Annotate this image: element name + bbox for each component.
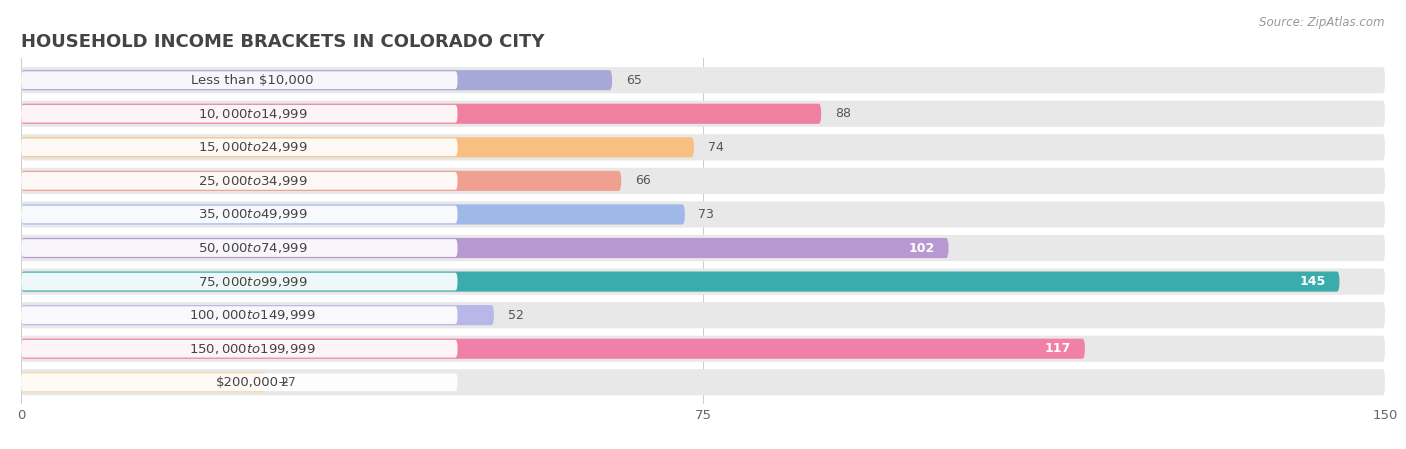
Text: $100,000 to $149,999: $100,000 to $149,999 xyxy=(190,308,316,322)
FancyBboxPatch shape xyxy=(21,70,612,90)
Text: 145: 145 xyxy=(1299,275,1326,288)
FancyBboxPatch shape xyxy=(21,269,1385,295)
FancyBboxPatch shape xyxy=(21,138,457,156)
FancyBboxPatch shape xyxy=(21,306,457,324)
FancyBboxPatch shape xyxy=(21,340,457,357)
Text: 52: 52 xyxy=(508,308,523,321)
FancyBboxPatch shape xyxy=(21,273,457,291)
FancyBboxPatch shape xyxy=(21,335,1385,362)
FancyBboxPatch shape xyxy=(21,104,821,124)
Text: HOUSEHOLD INCOME BRACKETS IN COLORADO CITY: HOUSEHOLD INCOME BRACKETS IN COLORADO CI… xyxy=(21,33,544,51)
Text: 117: 117 xyxy=(1045,342,1071,355)
FancyBboxPatch shape xyxy=(21,71,457,89)
Text: $15,000 to $24,999: $15,000 to $24,999 xyxy=(198,141,308,154)
FancyBboxPatch shape xyxy=(21,372,267,392)
FancyBboxPatch shape xyxy=(21,369,1385,396)
Text: Less than $10,000: Less than $10,000 xyxy=(191,74,314,87)
FancyBboxPatch shape xyxy=(21,172,457,190)
FancyBboxPatch shape xyxy=(21,305,494,325)
Text: 27: 27 xyxy=(280,376,297,389)
Text: $200,000+: $200,000+ xyxy=(215,376,290,389)
FancyBboxPatch shape xyxy=(21,302,1385,328)
Text: 65: 65 xyxy=(626,74,641,87)
FancyBboxPatch shape xyxy=(21,204,685,224)
FancyBboxPatch shape xyxy=(21,171,621,191)
FancyBboxPatch shape xyxy=(21,137,695,158)
Text: $10,000 to $14,999: $10,000 to $14,999 xyxy=(198,107,308,121)
FancyBboxPatch shape xyxy=(21,201,1385,228)
FancyBboxPatch shape xyxy=(21,235,1385,261)
FancyBboxPatch shape xyxy=(21,339,1085,359)
Text: $25,000 to $34,999: $25,000 to $34,999 xyxy=(198,174,308,188)
FancyBboxPatch shape xyxy=(21,134,1385,160)
Text: 66: 66 xyxy=(636,174,651,187)
FancyBboxPatch shape xyxy=(21,206,457,223)
FancyBboxPatch shape xyxy=(21,238,949,258)
FancyBboxPatch shape xyxy=(21,168,1385,194)
Text: 74: 74 xyxy=(707,141,724,154)
Text: 102: 102 xyxy=(908,242,935,255)
FancyBboxPatch shape xyxy=(21,272,1340,292)
Text: $150,000 to $199,999: $150,000 to $199,999 xyxy=(190,342,316,356)
FancyBboxPatch shape xyxy=(21,67,1385,93)
FancyBboxPatch shape xyxy=(21,374,457,391)
Text: $75,000 to $99,999: $75,000 to $99,999 xyxy=(198,275,308,289)
Text: Source: ZipAtlas.com: Source: ZipAtlas.com xyxy=(1260,16,1385,29)
FancyBboxPatch shape xyxy=(21,105,457,123)
Text: $50,000 to $74,999: $50,000 to $74,999 xyxy=(198,241,308,255)
FancyBboxPatch shape xyxy=(21,239,457,257)
Text: 73: 73 xyxy=(699,208,714,221)
Text: $35,000 to $49,999: $35,000 to $49,999 xyxy=(198,207,308,221)
FancyBboxPatch shape xyxy=(21,101,1385,127)
Text: 88: 88 xyxy=(835,107,851,120)
